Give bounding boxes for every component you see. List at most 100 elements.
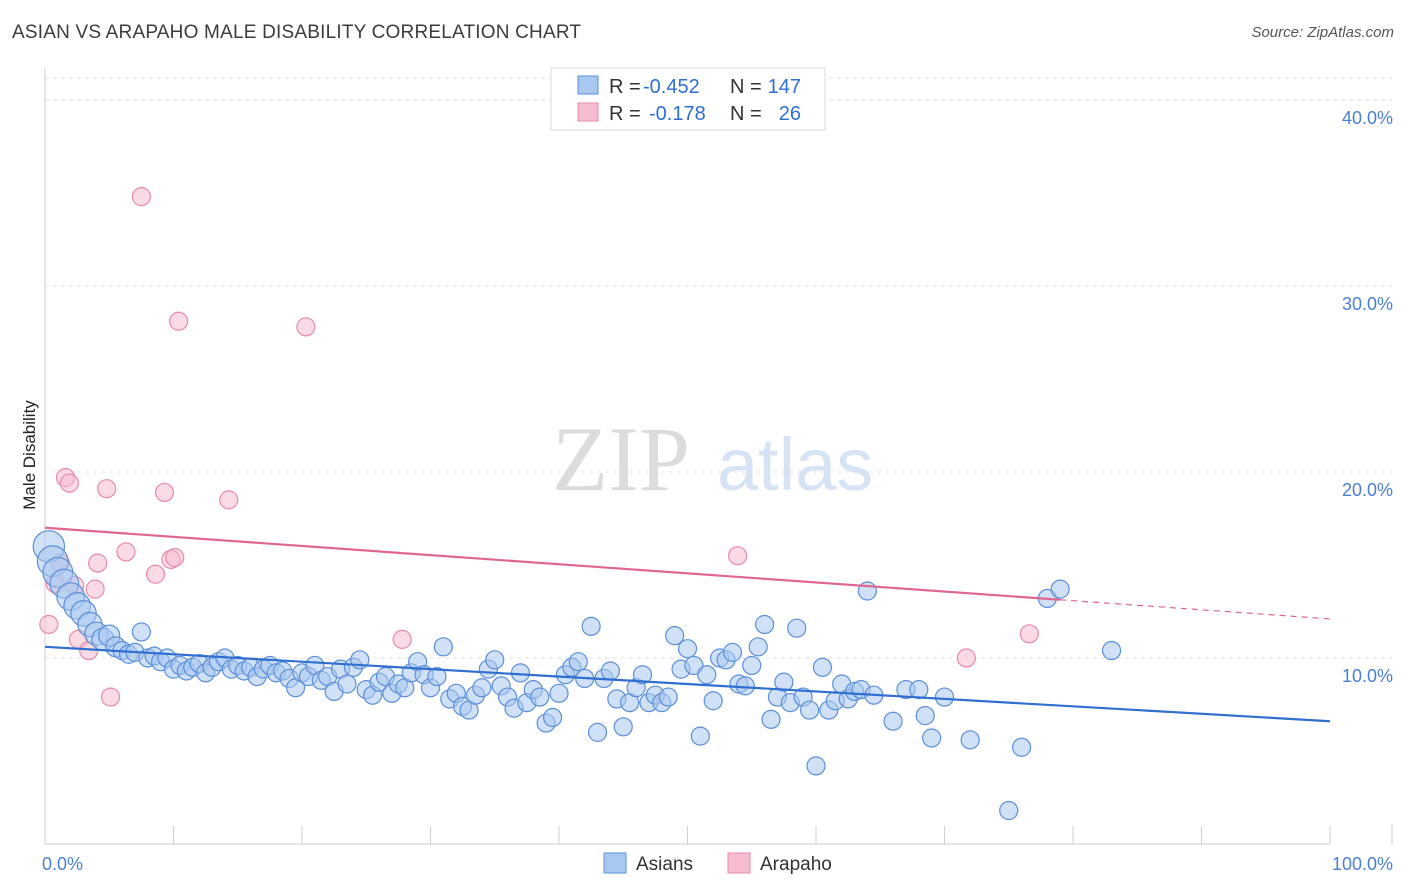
stats-legend: R = -0.452 N = 147 R = -0.178 N = 26: [550, 67, 826, 131]
asians-point-15: [131, 622, 151, 642]
watermark-zip: ZIP: [552, 408, 690, 510]
asians-point-111: [748, 637, 768, 657]
arapaho-point-4: [59, 473, 80, 493]
asians-point-79: [542, 707, 563, 728]
arapaho-point-11: [100, 687, 121, 707]
bottom-legend-asians-label: Asians: [636, 854, 693, 875]
asians-point-135: [934, 687, 955, 707]
asians-point-103: [697, 665, 717, 685]
arapaho-point-14: [145, 564, 166, 584]
asians-point-74: [510, 663, 531, 683]
asians-point-120: [806, 756, 826, 776]
arapaho-point-22: [728, 546, 748, 566]
arapaho-point-17: [165, 547, 185, 568]
asians-point-132: [909, 679, 929, 700]
asians-point-90: [613, 717, 633, 737]
asians-point-68: [472, 678, 492, 698]
asians-point-119: [799, 700, 820, 720]
asians-point-140: [1050, 579, 1070, 599]
y-tick-label-20: 20.0%: [1342, 480, 1393, 500]
arapaho-point-21: [392, 629, 412, 649]
arapaho-point-15: [154, 482, 175, 503]
arapaho-point-8: [85, 579, 105, 599]
x-tick-labels: 0.0% 100.0%: [42, 854, 1393, 874]
asians-n-value: 147: [768, 76, 801, 98]
arapaho-swatch: [577, 102, 599, 122]
asians-point-110: [742, 655, 762, 676]
asians-r-value: -0.452: [643, 76, 700, 98]
asians-r-label: R =: [609, 76, 641, 98]
asians-point-133: [915, 706, 935, 726]
asians-point-117: [787, 618, 807, 638]
watermark: ZIP atlas: [552, 408, 873, 510]
bottom-legend: Asians Arapaho: [603, 852, 832, 875]
arapaho-n-label: N =: [730, 103, 762, 125]
asians-point-101: [684, 655, 704, 676]
asians-point-109: [735, 676, 755, 696]
asians-swatch: [577, 75, 599, 95]
arapaho-n-value: 26: [779, 103, 801, 125]
asians-point-137: [999, 800, 1019, 821]
asians-point-100: [677, 639, 698, 659]
asians-point-93: [632, 665, 653, 685]
asians-point-61: [427, 666, 447, 687]
asians-point-136: [960, 730, 980, 750]
x-tick-label-max: 100.0%: [1332, 854, 1393, 874]
chart-title: ASIAN VS ARAPAHO MALE DISABILITY CORRELA…: [12, 22, 582, 43]
y-tick-label-30: 30.0%: [1342, 294, 1393, 314]
y-axis-label: Male Disability: [20, 400, 39, 510]
arapaho-point-24: [1019, 624, 1039, 644]
arapaho-point-9: [88, 553, 108, 573]
axes: [44, 68, 1393, 845]
arapaho-point-18: [169, 311, 189, 331]
asians-point-138: [1011, 737, 1032, 757]
arapaho-point-20: [296, 317, 316, 337]
arapaho-r-label: R =: [609, 103, 641, 125]
asians-point-77: [530, 687, 550, 707]
bottom-legend-arapaho-swatch: [727, 852, 751, 874]
asians-point-47: [337, 674, 357, 694]
arapaho-point-12: [116, 542, 136, 562]
arapaho-trendline: [44, 526, 1061, 601]
asians-point-112: [754, 614, 775, 635]
arapaho-trendline-extension: [1060, 599, 1331, 620]
arapaho-point-13: [131, 187, 151, 207]
asians-point-134: [922, 728, 942, 748]
asians-trendline: [44, 645, 1331, 723]
x-tick-label-min: 0.0%: [42, 854, 83, 874]
asians-point-107: [722, 642, 743, 662]
bottom-legend-arapaho-label: Arapaho: [760, 854, 832, 875]
arapaho-point-23: [956, 648, 976, 668]
y-tick-label-10: 10.0%: [1342, 666, 1393, 686]
asians-points: [32, 530, 1122, 821]
arapaho-point-19: [219, 490, 239, 510]
asians-point-102: [690, 726, 710, 746]
asians-point-141: [1101, 640, 1122, 661]
asians-point-104: [703, 691, 723, 711]
asians-point-130: [883, 711, 903, 731]
arapaho-point-0: [39, 614, 59, 635]
y-tick-label-40: 40.0%: [1342, 108, 1393, 128]
asians-point-70: [485, 650, 505, 670]
trendlines: [44, 526, 1331, 723]
arapaho-point-10: [97, 479, 117, 499]
arapaho-points: [39, 187, 1039, 707]
asians-point-83: [568, 652, 588, 672]
arapaho-r-value: -0.178: [649, 103, 706, 125]
asians-point-80: [549, 683, 569, 703]
asians-point-86: [587, 722, 608, 742]
asians-n-label: N =: [730, 76, 762, 98]
grid: [45, 77, 1392, 659]
y-tick-labels: 10.0% 20.0% 30.0% 40.0%: [1342, 108, 1393, 686]
asians-point-88: [600, 661, 621, 681]
watermark-atlas: atlas: [717, 423, 873, 506]
asians-point-62: [433, 637, 453, 657]
asians-point-113: [761, 709, 781, 729]
asians-point-121: [812, 657, 833, 677]
asians-point-98: [665, 626, 685, 646]
bottom-legend-asians-swatch: [603, 852, 627, 874]
source-label: Source: ZipAtlas.com: [1251, 24, 1394, 41]
asians-point-115: [774, 672, 794, 692]
asians-point-85: [581, 616, 601, 636]
